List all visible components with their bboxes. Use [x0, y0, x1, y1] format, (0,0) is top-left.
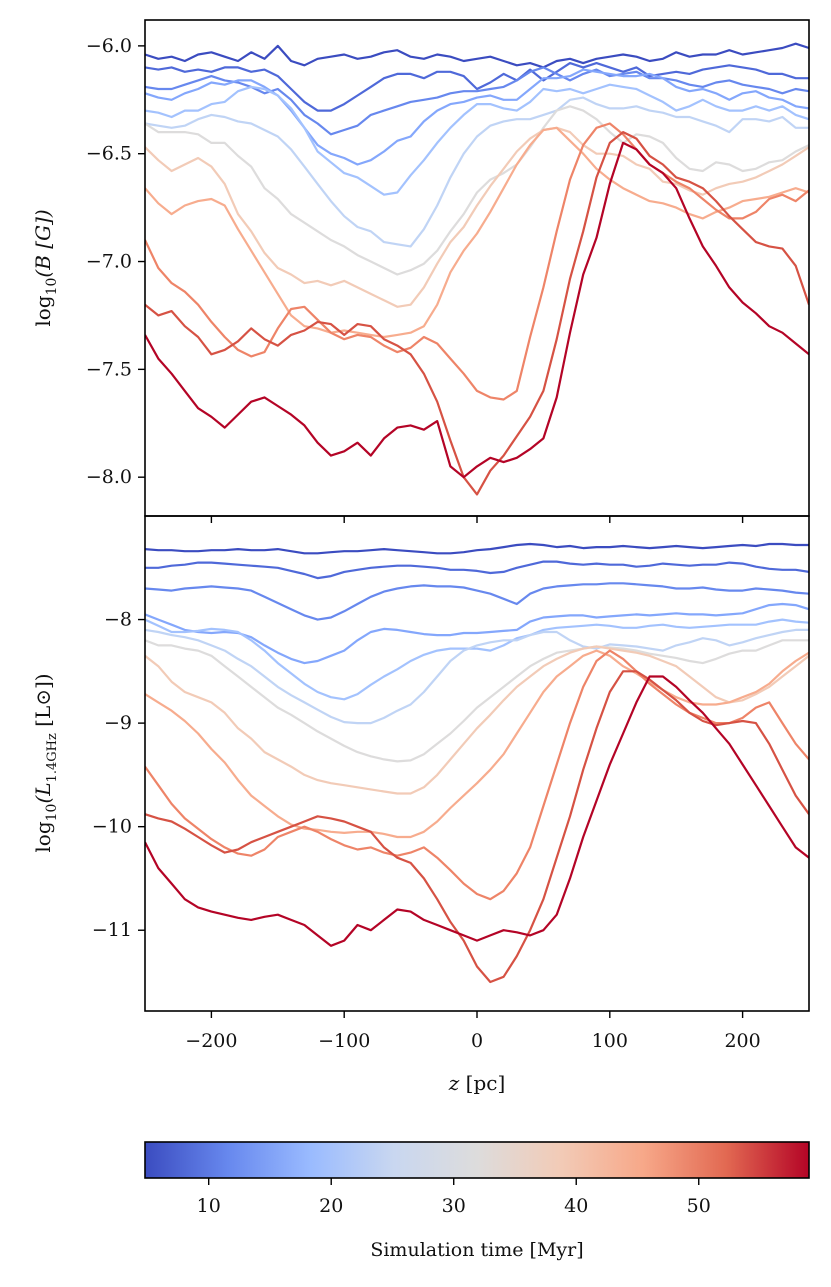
bot-series-line-3 — [145, 602, 809, 665]
top-series-line-3 — [145, 68, 809, 166]
bot-series-line-2 — [145, 582, 809, 621]
bot-ytick-label: −9 — [104, 712, 132, 734]
bot-series-line-0 — [145, 542, 809, 555]
colorbar-tick-label: 50 — [687, 1195, 711, 1217]
bot-series-line-7 — [145, 645, 809, 795]
bot-series-line-8 — [145, 649, 809, 839]
bottom-y-axis-label: log10(L1.4GHz [L⊙]) — [31, 673, 60, 852]
bot-series-line-4 — [145, 618, 809, 701]
top-series-line-7 — [145, 126, 809, 308]
top-ytick-label: −8.0 — [86, 466, 132, 488]
bot-ytick-label: −11 — [92, 919, 132, 941]
top-series-line-1 — [145, 61, 809, 112]
bottom-series-group — [145, 542, 809, 984]
bot-series-line-9 — [145, 649, 809, 901]
bot-series-line-6 — [145, 639, 809, 763]
xtick-label: 100 — [592, 1030, 628, 1052]
top-series-line-5 — [145, 96, 809, 248]
top-series-line-2 — [145, 66, 809, 136]
top-ytick-label: −7.0 — [86, 251, 132, 273]
top-series-line-4 — [145, 83, 809, 196]
bot-series-line-10 — [145, 670, 809, 984]
colorbar-tick-label: 30 — [442, 1195, 466, 1217]
bot-ytick-label: −10 — [92, 816, 132, 838]
colorbar-frame — [144, 1141, 810, 1179]
top-x-ticks — [210, 516, 744, 523]
top-ytick-label: −6.5 — [86, 143, 132, 165]
bot-series-line-5 — [145, 628, 809, 725]
top-ytick-label: −7.5 — [86, 358, 132, 380]
colorbar-ticks: 10 20 30 40 50 — [197, 1178, 711, 1217]
bottom-x-ticks: −200 −100 0 100 200 — [185, 1011, 761, 1052]
top-series-line-9 — [145, 122, 809, 401]
top-y-axis-label: log10(B [G]) — [31, 209, 60, 326]
bot-series-line-1 — [145, 560, 809, 580]
colorbar-tick-label: 10 — [197, 1195, 221, 1217]
bot-series-line-11 — [145, 675, 809, 947]
bottom-y-ticks: −8 −9 −10 −11 — [92, 609, 145, 941]
colorbar-gradient — [145, 1142, 809, 1178]
xtick-label: 200 — [724, 1030, 760, 1052]
top-series-line-8 — [145, 126, 809, 339]
bottom-panel-frame — [144, 515, 810, 1012]
top-series-line-11 — [145, 141, 809, 479]
xtick-label: 0 — [471, 1030, 483, 1052]
x-axis-label: z [pc] — [448, 1071, 506, 1095]
top-y-ticks: −6.0 −6.5 −7.0 −7.5 −8.0 — [86, 35, 145, 488]
colorbar-tick-label: 20 — [319, 1195, 343, 1217]
bot-ytick-label: −8 — [104, 609, 132, 631]
top-panel-frame — [144, 19, 810, 517]
xtick-label: −100 — [318, 1030, 370, 1052]
top-series-line-0 — [145, 42, 809, 69]
top-series-group — [145, 42, 809, 496]
bottom-panel-luminosity: −8 −9 −10 −11 −200 −100 0 100 200 log10(L1.4GHz… — [31, 515, 810, 1095]
top-ytick-label: −6.0 — [86, 35, 132, 57]
colorbar: 10 20 30 40 50 Simulation time [Myr] — [144, 1141, 810, 1261]
top-series-line-10 — [145, 131, 809, 496]
colorbar-label: Simulation time [Myr] — [370, 1239, 583, 1261]
colorbar-tick-label: 40 — [564, 1195, 588, 1217]
xtick-label: −200 — [185, 1030, 237, 1052]
top-series-line-6 — [145, 105, 809, 276]
top-panel-b-field: −6.0 −6.5 −7.0 −7.5 −8.0 log10(B [G]) — [31, 19, 810, 523]
